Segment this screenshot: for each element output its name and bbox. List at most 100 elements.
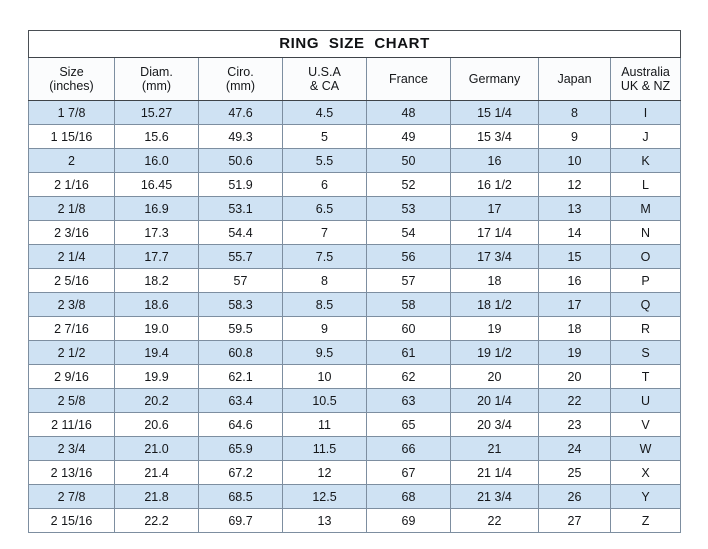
cell-r17-c0: 2 15/16: [28, 508, 115, 533]
cell-r13-c5: 20 3/4: [450, 412, 539, 437]
column-header-0: Size (inches): [28, 57, 115, 101]
cell-r4-c1: 16.9: [114, 196, 199, 221]
column-header-line2: (mm): [141, 79, 172, 93]
cell-r3-c6: 12: [538, 172, 611, 197]
cell-r0-c7: I: [609, 100, 682, 125]
column-header-3: U.S.A & CA: [282, 57, 367, 101]
cell-r8-c5: 18 1/2: [450, 292, 539, 317]
cell-r8-c7: Q: [609, 292, 682, 317]
cell-r6-c7: O: [609, 244, 682, 269]
cell-r16-c4: 68: [366, 484, 451, 509]
table-row: 2 7/8 21.8 68.5 12.5 68 21 3/4 26 Y: [28, 484, 682, 509]
table-row: 2 1/8 16.9 53.1 6.5 53 17 13 M: [28, 196, 682, 221]
cell-r17-c2: 69.7: [198, 508, 283, 533]
cell-r13-c4: 65: [366, 412, 451, 437]
cell-r10-c2: 60.8: [198, 340, 283, 365]
table-row: 2 15/16 22.2 69.7 13 69 22 27 Z: [28, 508, 682, 533]
cell-r2-c1: 16.0: [114, 148, 199, 173]
column-header-line2: (inches): [49, 79, 94, 93]
cell-r9-c7: R: [609, 316, 682, 341]
cell-r2-c4: 50: [366, 148, 451, 173]
cell-r3-c0: 2 1/16: [28, 172, 115, 197]
cell-r8-c2: 58.3: [198, 292, 283, 317]
cell-r1-c4: 49: [366, 124, 451, 149]
cell-r2-c2: 50.6: [198, 148, 283, 173]
cell-r12-c2: 63.4: [198, 388, 283, 413]
cell-r12-c7: U: [609, 388, 682, 413]
cell-r5-c4: 54: [366, 220, 451, 245]
cell-r13-c1: 20.6: [114, 412, 199, 437]
table-title-row: RING SIZE CHART: [28, 30, 681, 58]
cell-r5-c3: 7: [282, 220, 367, 245]
table-row: 2 1/4 17.7 55.7 7.5 56 17 3/4 15 O: [28, 244, 682, 269]
cell-r5-c2: 54.4: [198, 220, 283, 245]
cell-r7-c1: 18.2: [114, 268, 199, 293]
table-row: 2 13/16 21.4 67.2 12 67 21 1/4 25 X: [28, 460, 682, 485]
column-header-line2: UK & NZ: [620, 79, 671, 93]
cell-r7-c6: 16: [538, 268, 611, 293]
cell-r16-c1: 21.8: [114, 484, 199, 509]
cell-r6-c1: 17.7: [114, 244, 199, 269]
column-header-line1: Germany: [468, 72, 521, 86]
cell-r17-c7: Z: [609, 508, 682, 533]
cell-r9-c3: 9: [282, 316, 367, 341]
table-row: 2 3/8 18.6 58.3 8.5 58 18 1/2 17 Q: [28, 292, 682, 317]
cell-r2-c5: 16: [450, 148, 539, 173]
cell-r16-c2: 68.5: [198, 484, 283, 509]
cell-r17-c5: 22: [450, 508, 539, 533]
column-header-line1: Diam.: [140, 65, 173, 79]
table-row: 1 7/8 15.27 47.6 4.5 48 15 1/4 8 I: [28, 100, 682, 125]
cell-r9-c5: 19: [450, 316, 539, 341]
cell-r4-c5: 17: [450, 196, 539, 221]
cell-r9-c1: 19.0: [114, 316, 199, 341]
cell-r17-c6: 27: [538, 508, 611, 533]
cell-r6-c3: 7.5: [282, 244, 367, 269]
cell-r13-c7: V: [609, 412, 682, 437]
cell-r11-c7: T: [609, 364, 682, 389]
cell-r10-c6: 19: [538, 340, 611, 365]
cell-r6-c5: 17 3/4: [450, 244, 539, 269]
cell-r17-c1: 22.2: [114, 508, 199, 533]
table-row: 2 16.0 50.6 5.5 50 16 10 K: [28, 148, 682, 173]
cell-r14-c0: 2 3/4: [28, 436, 115, 461]
cell-r9-c6: 18: [538, 316, 611, 341]
cell-r5-c6: 14: [538, 220, 611, 245]
cell-r15-c6: 25: [538, 460, 611, 485]
cell-r12-c0: 2 5/8: [28, 388, 115, 413]
column-header-line1: Ciro.: [227, 65, 254, 79]
cell-r6-c0: 2 1/4: [28, 244, 115, 269]
cell-r2-c0: 2: [28, 148, 115, 173]
cell-r1-c1: 15.6: [114, 124, 199, 149]
table-row: 2 7/16 19.0 59.5 9 60 19 18 R: [28, 316, 682, 341]
cell-r14-c6: 24: [538, 436, 611, 461]
cell-r11-c0: 2 9/16: [28, 364, 115, 389]
cell-r1-c7: J: [609, 124, 682, 149]
cell-r1-c6: 9: [538, 124, 611, 149]
cell-r6-c2: 55.7: [198, 244, 283, 269]
cell-r11-c1: 19.9: [114, 364, 199, 389]
table-row: 2 1/2 19.4 60.8 9.5 61 19 1/2 19 S: [28, 340, 682, 365]
cell-r2-c3: 5.5: [282, 148, 367, 173]
cell-r7-c0: 2 5/16: [28, 268, 115, 293]
cell-r0-c6: 8: [538, 100, 611, 125]
cell-r8-c0: 2 3/8: [28, 292, 115, 317]
cell-r1-c0: 1 15/16: [28, 124, 115, 149]
table-row: 2 9/16 19.9 62.1 10 62 20 20 T: [28, 364, 682, 389]
cell-r6-c6: 15: [538, 244, 611, 269]
cell-r11-c5: 20: [450, 364, 539, 389]
column-header-7: Australia UK & NZ: [609, 57, 682, 101]
cell-r16-c7: Y: [609, 484, 682, 509]
table-body: RING SIZE CHART Size (inches) Diam. (mm) Cir…: [28, 30, 682, 533]
cell-r15-c4: 67: [366, 460, 451, 485]
cell-r11-c2: 62.1: [198, 364, 283, 389]
table-row: 2 3/4 21.0 65.9 11.5 66 21 24 W: [28, 436, 682, 461]
cell-r8-c6: 17: [538, 292, 611, 317]
cell-r9-c0: 2 7/16: [28, 316, 115, 341]
column-header-1: Diam. (mm): [114, 57, 199, 101]
cell-r6-c4: 56: [366, 244, 451, 269]
cell-r10-c0: 2 1/2: [28, 340, 115, 365]
cell-r15-c3: 12: [282, 460, 367, 485]
cell-r12-c5: 20 1/4: [450, 388, 539, 413]
cell-r13-c0: 2 11/16: [28, 412, 115, 437]
table-title-cell: RING SIZE CHART: [28, 30, 681, 58]
